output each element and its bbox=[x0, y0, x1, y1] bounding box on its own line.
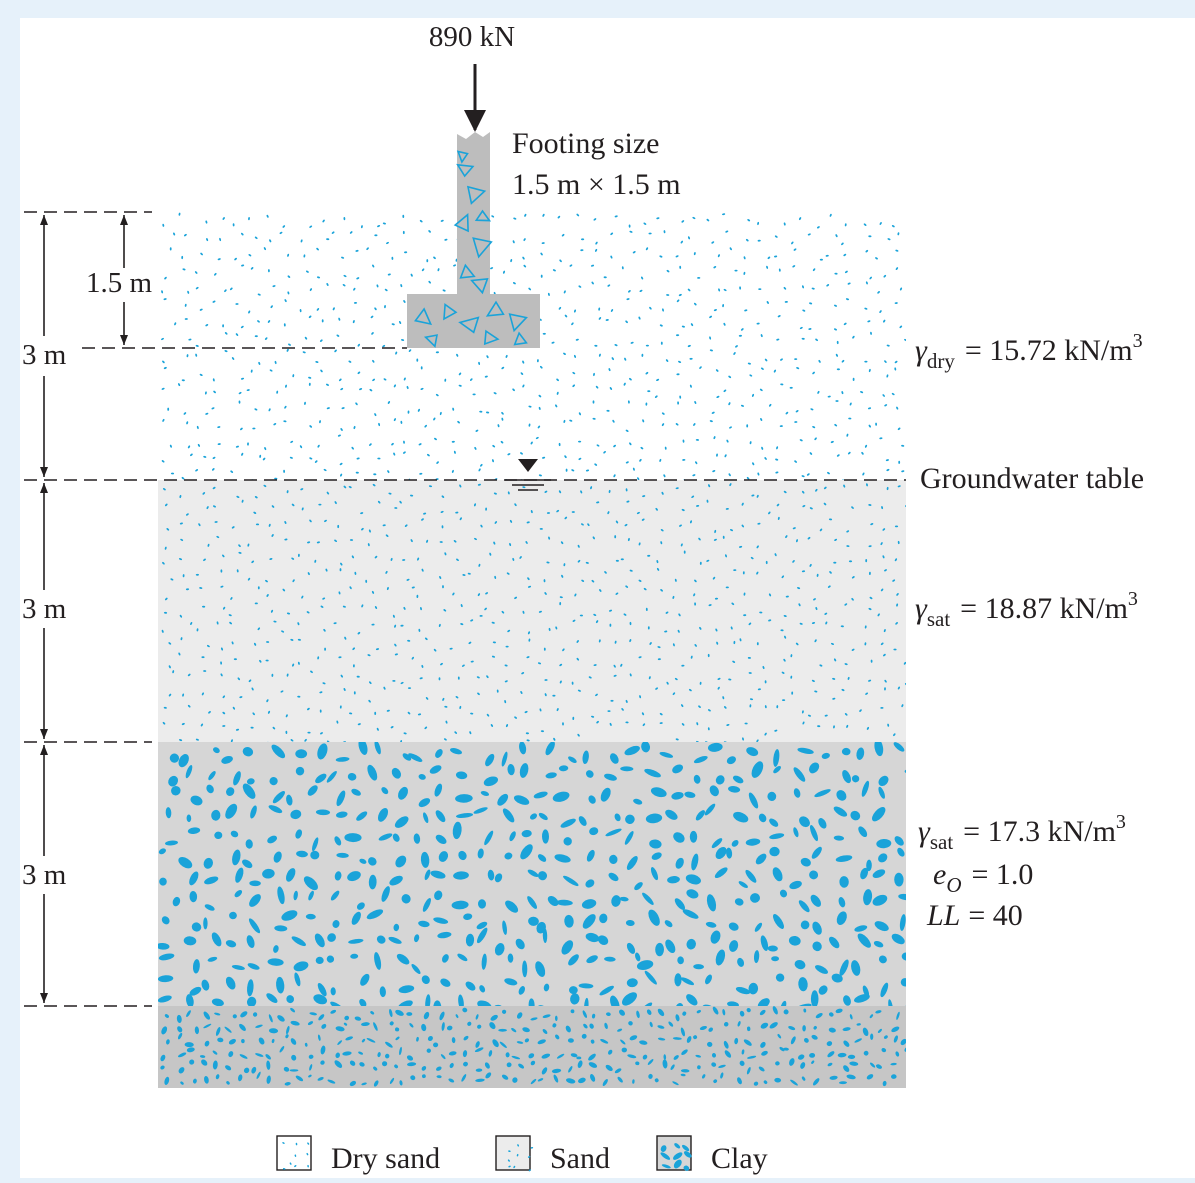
layer1-thickness-label: 3 m bbox=[22, 339, 67, 371]
legend-swatch-dry-sand bbox=[276, 1135, 312, 1171]
load-label: 890 kN bbox=[429, 21, 515, 53]
sand-layer bbox=[158, 480, 906, 742]
sand-texture bbox=[161, 483, 906, 742]
gamma-symbol: γ bbox=[915, 334, 928, 367]
layer2-thickness-label: 3 m bbox=[22, 593, 67, 625]
dry-sand-texture bbox=[161, 212, 906, 480]
legend-label-dry-sand: Dry sand bbox=[331, 1142, 440, 1175]
reference-lines bbox=[24, 211, 906, 1007]
legend: Dry sand Sand Clay bbox=[276, 1135, 768, 1175]
footing bbox=[407, 132, 540, 348]
clay-unit-weight: γsat = 17.3 kN/m3 bbox=[918, 811, 1126, 854]
legend-label-clay: Clay bbox=[711, 1142, 768, 1175]
sand-unit-weight: γsat = 18.87 kN/m3 bbox=[915, 588, 1138, 631]
load-arrow-head bbox=[464, 110, 486, 132]
dry-sand-unit-weight: γdry = 15.72 kN/m3 bbox=[915, 330, 1143, 373]
footing-depth-label: 1.5 m bbox=[86, 267, 153, 299]
footing-column bbox=[457, 132, 490, 294]
concrete-aggregate bbox=[414, 150, 528, 348]
layer3-thickness-label: 3 m bbox=[22, 859, 67, 891]
legend-swatch-clay-blobs bbox=[660, 1143, 692, 1171]
water-table-symbol bbox=[505, 459, 551, 491]
clay-void-ratio: eO = 1.0 bbox=[933, 858, 1033, 897]
footing-base bbox=[407, 294, 540, 348]
legend-swatch-sand-dots bbox=[507, 1144, 534, 1172]
legend-label-sand: Sand bbox=[550, 1142, 610, 1175]
bottom-texture bbox=[160, 1006, 906, 1087]
clay-texture bbox=[158, 742, 906, 1006]
clay-liquid-limit: LL = 40 bbox=[926, 899, 1023, 932]
legend-swatch-sand bbox=[495, 1135, 531, 1171]
footing-caption-line2: 1.5 m × 1.5 m bbox=[512, 168, 681, 201]
legend-swatch-dry-sand-dots bbox=[282, 1142, 310, 1170]
dimension-arrows bbox=[40, 215, 128, 1003]
soil-profile-figure: 890 kN Footing size 1.5 m × 1.5 m 1.5 m … bbox=[20, 18, 1195, 1178]
groundwater-table-label: Groundwater table bbox=[920, 462, 1144, 495]
footing-caption-line1: Footing size bbox=[512, 127, 660, 160]
